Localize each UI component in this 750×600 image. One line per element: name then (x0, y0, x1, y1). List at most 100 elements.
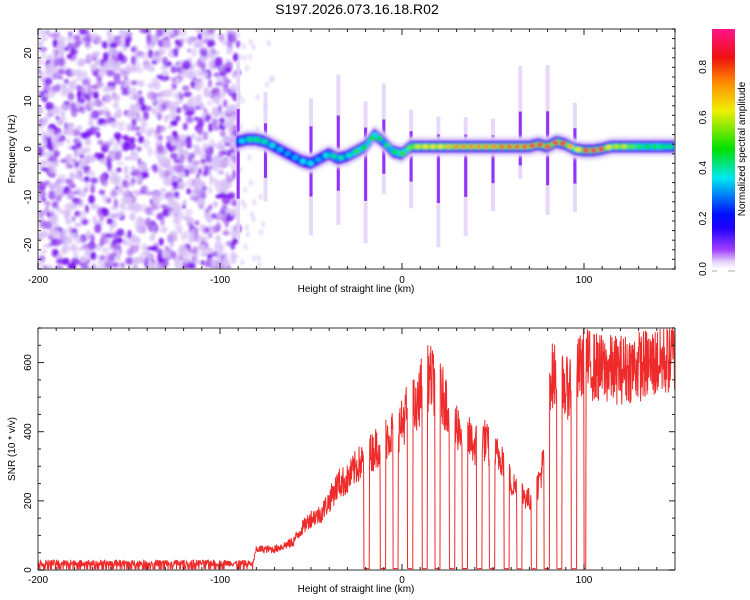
noise-speckle (248, 179, 253, 186)
noise-speckle (66, 138, 71, 144)
noise-speckle (110, 252, 117, 257)
noise-speckle (176, 99, 183, 105)
noise-speckle (185, 116, 194, 124)
noise-speckle (65, 154, 72, 165)
noise-speckle (48, 164, 55, 175)
track-blob-core (591, 149, 596, 152)
noise-speckle (64, 202, 72, 212)
noise-speckle (223, 66, 232, 73)
noise-speckle (53, 57, 62, 66)
noise-speckle (139, 52, 149, 60)
noise-speckle (61, 246, 68, 255)
track-blob (383, 142, 391, 148)
noise-speckle (178, 154, 185, 164)
noise-speckle (189, 37, 195, 44)
noise-speckle (193, 259, 200, 265)
noise-speckle (221, 257, 230, 267)
noise-speckle (44, 206, 50, 216)
noise-speckle (241, 43, 246, 50)
track-blob (399, 151, 406, 156)
noise-speckle (204, 208, 210, 214)
noise-speckle (232, 169, 237, 180)
noise-speckle (38, 181, 47, 191)
noise-speckle (233, 52, 239, 62)
y-axis-label: Frequency (Hz) (7, 115, 18, 184)
noise-speckle (215, 235, 221, 241)
noise-speckle (133, 256, 140, 266)
noise-speckle (217, 159, 225, 169)
track-cell (328, 151, 332, 158)
noise-speckle (90, 203, 98, 210)
noise-speckle (111, 262, 120, 268)
noise-speckle (117, 52, 124, 61)
noise-speckle (203, 35, 209, 43)
noise-speckle (220, 204, 228, 215)
track-blob-core (477, 145, 481, 148)
noise-speckle (69, 174, 77, 180)
noise-speckle (230, 152, 235, 162)
colorbar-tick-label: 0.6 (698, 110, 709, 124)
noise-speckle (152, 163, 158, 174)
track-cell (457, 143, 461, 150)
noise-speckle (133, 48, 140, 56)
noise-speckle (187, 48, 192, 53)
noise-speckle (153, 92, 162, 98)
track-blob (276, 147, 284, 152)
noise-speckle (118, 124, 125, 131)
track-blob-core (530, 144, 535, 148)
noise-speckle (56, 35, 66, 44)
noise-speckle (73, 34, 81, 41)
noise-speckle (85, 29, 90, 36)
noise-speckle (184, 110, 194, 117)
noise-speckle (105, 233, 114, 239)
noise-speckle (187, 99, 192, 107)
noise-speckle (107, 86, 116, 92)
noise-speckle (229, 30, 237, 37)
noise-speckle (57, 174, 67, 181)
noise-speckle (69, 183, 77, 189)
track-blob (284, 151, 291, 156)
noise-speckle (115, 237, 124, 244)
noise-speckle (140, 185, 148, 195)
noise-speckle (210, 251, 219, 257)
noise-speckle (162, 208, 169, 217)
noise-speckle (104, 93, 112, 104)
noise-speckle (160, 218, 165, 226)
noise-speckle (84, 84, 89, 93)
noise-speckle (97, 139, 104, 146)
noise-speckle (125, 123, 132, 132)
noise-speckle (110, 58, 116, 69)
track-cell (626, 143, 630, 150)
noise-speckle (245, 231, 250, 238)
track-blob-core (561, 142, 565, 145)
track-cell (434, 143, 438, 150)
track-blob (292, 155, 299, 160)
noise-speckle (87, 89, 94, 95)
noise-speckle (135, 176, 142, 182)
track-cell (276, 145, 279, 152)
noise-speckle (211, 111, 217, 116)
noise-speckle (46, 127, 55, 137)
noise-speckle (38, 145, 43, 155)
noise-speckle (186, 70, 196, 80)
track-cell (420, 143, 424, 150)
noise-speckle (214, 56, 223, 67)
noise-speckle (70, 231, 75, 238)
noise-speckle (106, 217, 113, 225)
noise-speckle (58, 209, 66, 214)
noise-speckle (203, 130, 208, 141)
noise-speckle (145, 43, 152, 51)
x-tick-label: 0 (399, 275, 405, 286)
track-blob-core (484, 145, 489, 148)
colorbar: 0.0 0.2 0.4 0.6 0.8 Normalized spectral … (698, 29, 748, 276)
track-cell (641, 143, 645, 150)
noise-speckle (243, 244, 248, 250)
noise-speckle (90, 251, 97, 260)
noise-speckle (72, 190, 80, 195)
noise-speckle (182, 103, 190, 112)
noise-speckle (128, 214, 135, 219)
noise-speckle (130, 177, 136, 185)
spectrogram-image (38, 29, 675, 269)
track-blob-core (507, 145, 512, 148)
noise-speckle (38, 41, 44, 47)
